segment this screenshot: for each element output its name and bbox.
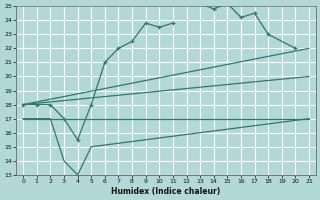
X-axis label: Humidex (Indice chaleur): Humidex (Indice chaleur) xyxy=(111,187,221,196)
